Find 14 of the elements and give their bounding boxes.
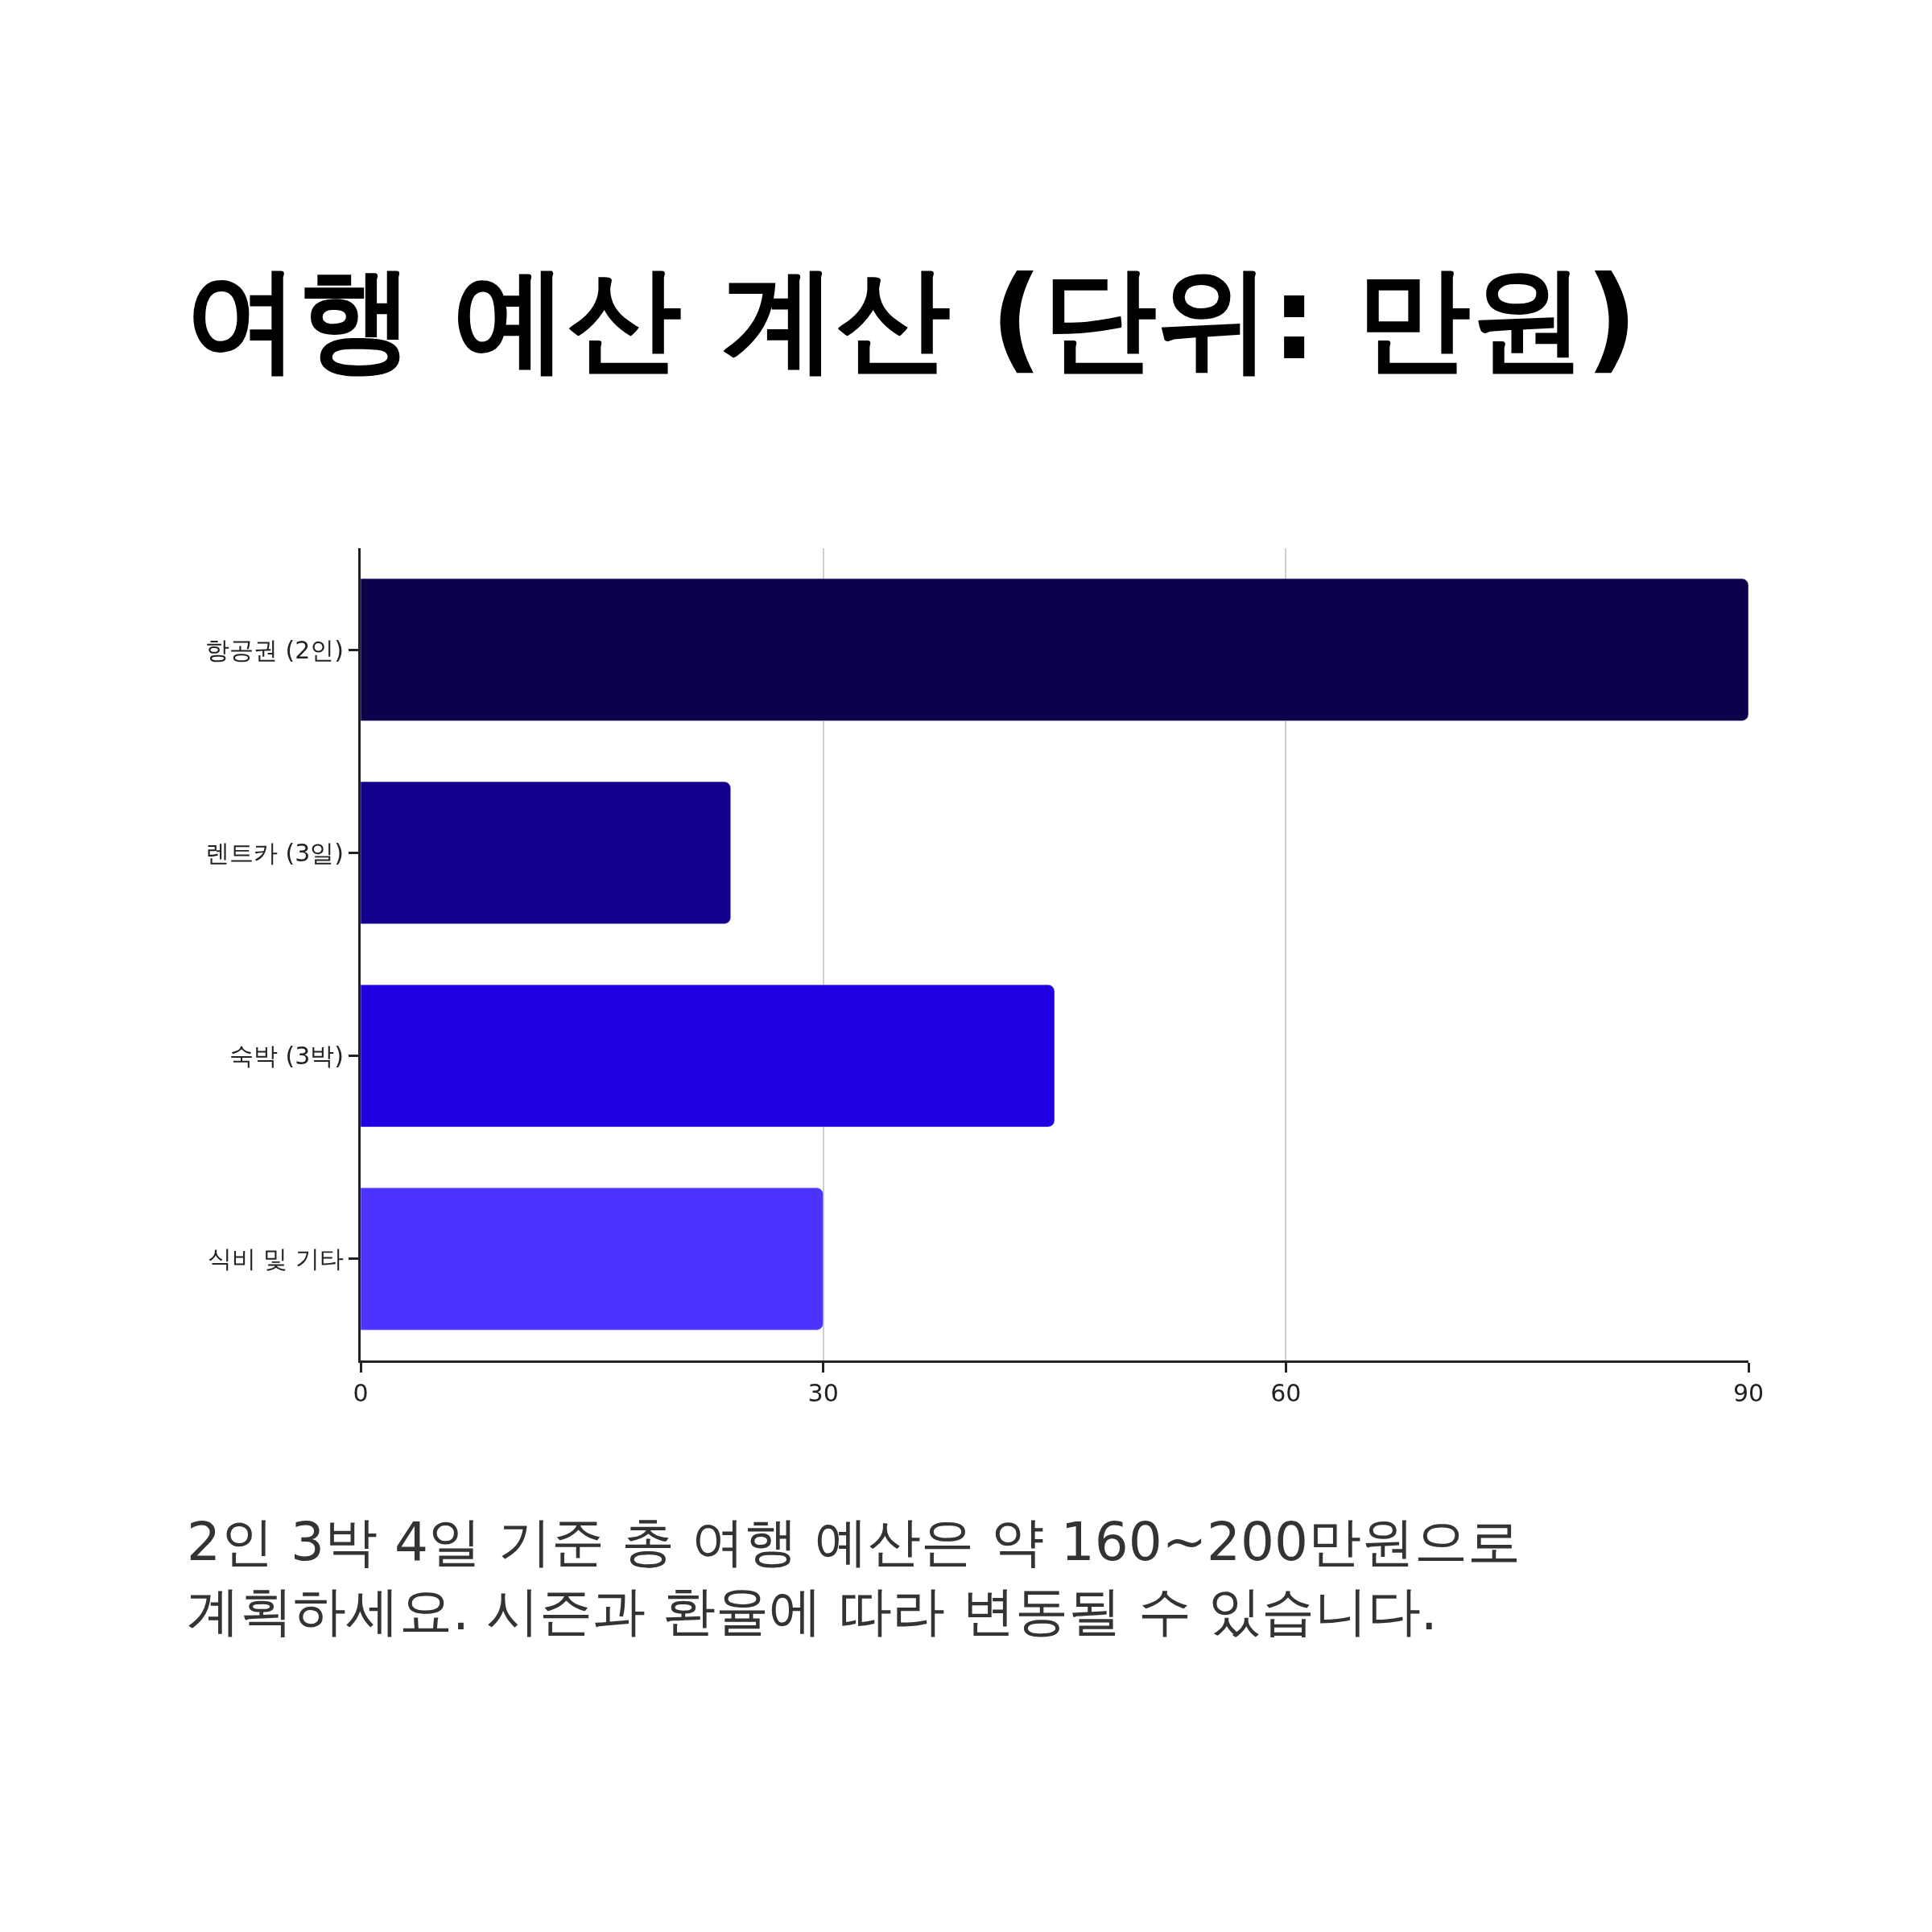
x-tick-label: 90	[1732, 1379, 1765, 1407]
y-tick-label: 항공권 (2인)	[204, 635, 344, 664]
chart-title: 여행 예산 계산 (단위: 만원)	[185, 251, 1638, 385]
text: 2인 3박 4일 기준 총 여행 예산은 약 160~200만원으로 계획하세요. 시즌과 환율에 따라 변동될 수 있습니다.	[187, 1511, 1521, 1642]
x-tick-label: 30	[807, 1379, 839, 1407]
bar	[361, 578, 1748, 721]
bar	[361, 1187, 824, 1331]
y-tick-label: 렌트카 (3일)	[204, 838, 344, 867]
y-tick-label: 식비 및 기타	[207, 1245, 344, 1274]
bar	[361, 781, 731, 924]
x-tick-label: 60	[1270, 1379, 1302, 1407]
bar	[361, 985, 1055, 1128]
x-tick-label: 0	[353, 1379, 369, 1407]
y-tick-label: 숙박 (3박)	[229, 1042, 344, 1071]
